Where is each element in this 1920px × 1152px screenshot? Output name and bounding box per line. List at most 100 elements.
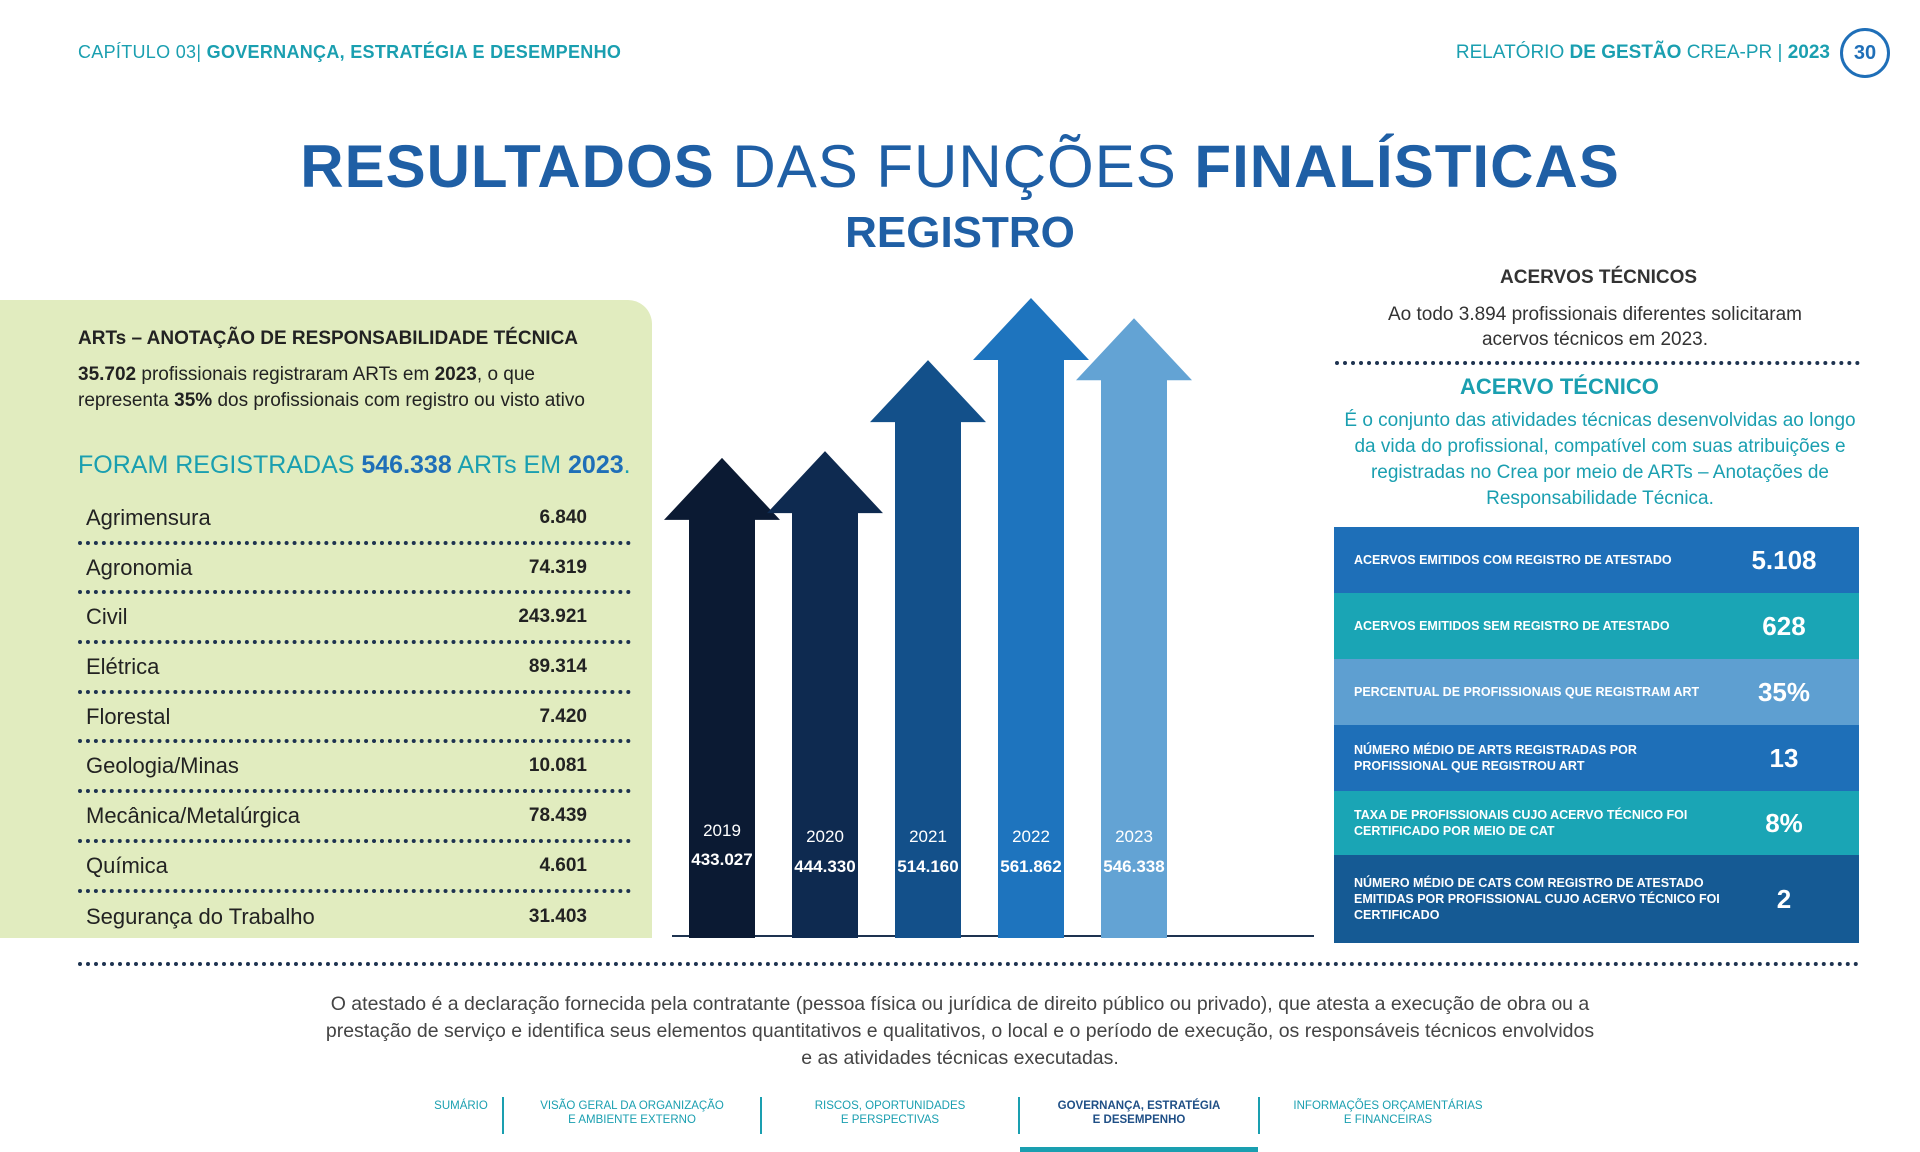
arts-desc-num: 35.702 [78,364,137,385]
page-subtitle: REGISTRO [845,208,1075,257]
value-label: 546.338 [1103,857,1164,876]
nav-sumario[interactable]: SUMÁRIO [420,1097,502,1152]
arts-per-year-arrow-chart: 2019 433.027 2020 444.330 2021 514.160 2022 561… [664,298,1314,938]
arts-description: 35.702 profissionais registraram ARTs em… [78,362,618,414]
list-item: Civil 243.921 [78,594,631,645]
stat-value: 628 [1762,610,1806,641]
arts-total: FORAM REGISTRADAS 546.338 ARTs EM 2023. [78,451,631,480]
nav-riscos[interactable]: RISCOS, OPORTUNIDADES E PERSPECTIVAS [762,1097,1018,1152]
arrow-bar [664,457,780,938]
stat-label: NÚMERO MÉDIO DE CATS COM REGISTRO DE ATE… [1354,876,1720,922]
list-item: Agrimensura 6.840 [78,495,631,545]
list-item: Mecânica/Metalúrgica 78.439 [78,793,631,843]
area-value: 6.840 [539,506,587,528]
year-label: 2021 [909,827,947,846]
value-label: 444.330 [794,857,855,876]
page-number: 30 [1840,28,1890,78]
stat-row: ACERVOS EMITIDOS COM REGISTRO DE ATESTAD… [1334,527,1859,593]
arts-desc-pct: 35% [174,390,213,411]
area-value: 78.439 [528,804,587,826]
stat-row: NÚMERO MÉDIO DE CATS COM REGISTRO DE ATE… [1334,855,1859,943]
area-value: 31.403 [528,906,587,928]
arts-desc-year: 2023 [434,364,477,385]
nav-visao-line-1: VISÃO GERAL DA ORGANIZAÇÃO [540,1100,724,1112]
area-label: Civil [86,604,128,630]
stat-value: 13 [1769,742,1799,773]
area-value: 4.601 [539,854,587,876]
list-item: Elétrica 89.314 [78,644,631,694]
title-bold-2: FINALÍSTICAS [1194,133,1620,200]
stat-value: 2 [1776,883,1792,914]
area-value: 89.314 [528,655,587,677]
year-arrow-2023: 2023 546.338 [1076,318,1192,938]
arrow-bar [767,451,883,938]
arrow-bar [973,298,1089,938]
page-title: RESULTADOS DAS FUNÇÕES FINALÍSTICAS [0,132,1920,201]
nav-governanca[interactable]: GOVERNANÇA, ESTRATÉGIA E DESEMPENHO [1020,1097,1258,1152]
area-label: Agronomia [86,554,193,580]
stat-label: NÚMERO MÉDIO DE ARTS REGISTRADAS POR PRO… [1354,743,1637,773]
year-label: 2023 [1115,827,1153,846]
report-post: CREA-PR | [1686,42,1783,63]
arts-total-year: 2023 [568,451,624,479]
area-label: Agrimensura [86,504,211,530]
nav-info-line-2: E FINANCEIRAS [1343,1114,1433,1126]
nav-visao-geral[interactable]: VISÃO GERAL DA ORGANIZAÇÃO E AMBIENTE EXT… [504,1097,760,1152]
year-arrow-2022: 2022 561.862 [973,298,1089,938]
value-label: 561.862 [1000,857,1061,876]
area-value: 7.420 [539,705,587,727]
section-nav: SUMÁRIO VISÃO GERAL DA ORGANIZAÇÃO E AMBI… [420,1097,1516,1152]
list-item: Química 4.601 [78,843,631,893]
area-value: 243.921 [518,606,587,628]
stat-value: 5.108 [1751,544,1817,575]
arrow-bar [1076,318,1192,938]
stat-label: ACERVOS EMITIDOS COM REGISTRO DE ATESTAD… [1354,553,1672,567]
stat-label: ACERVOS EMITIDOS SEM REGISTRO DE ATESTAD… [1354,619,1670,633]
stat-row: PERCENTUAL DE PROFISSIONAIS QUE REGISTRA… [1334,659,1859,725]
area-label: Química [86,852,168,878]
year-arrow-2021: 2021 514.160 [870,360,986,938]
area-label: Geologia/Minas [86,753,239,779]
list-item: Florestal 7.420 [78,694,631,744]
nav-riscos-line-1: RISCOS, OPORTUNIDADES [814,1100,966,1112]
year-label: 2019 [703,821,741,840]
stat-value: 35% [1757,676,1811,707]
list-item: Segurança do Trabalho 31.403 [78,893,631,943]
report-header: RELATÓRIO DE GESTÃO CREA-PR | 2023 [1456,42,1830,64]
acervos-description: Ao todo 3.894 profissionais diferentes s… [1387,304,1802,350]
nav-informacoes[interactable]: INFORMAÇÕES ORÇAMENTÁRIAS E FINANCEIRAS [1260,1097,1516,1152]
acervo-tecnico-title: ACERVO TÉCNICO [1460,374,1659,399]
stat-row: NÚMERO MÉDIO DE ARTS REGISTRADAS POR PRO… [1334,725,1859,791]
title-light: DAS FUNÇÕES [732,133,1177,200]
list-item: Geologia/Minas 10.081 [78,743,631,794]
arts-panel [0,300,652,938]
chapter-number: CAPÍTULO 03| [78,42,202,62]
nav-gov-line-1: GOVERNANÇA, ESTRATÉGIA [1057,1100,1221,1112]
area-label: Elétrica [86,653,160,679]
acervos-title: ACERVOS TÉCNICOS [1500,267,1698,288]
year-arrow-2020: 2020 444.330 [767,451,883,938]
nav-separator [1258,1097,1260,1134]
area-value: 74.319 [528,556,587,578]
arts-by-area-list: Agrimensura 6.840 Agronomia 74.319 Civil 24… [78,495,631,942]
year-label: 2022 [1012,827,1050,846]
nav-info-line-1: INFORMAÇÕES ORÇAMENTÁRIAS [1293,1100,1483,1112]
nav-sumario-label: SUMÁRIO [434,1100,488,1112]
stat-row: TAXA DE PROFISSIONAIS CUJO ACERVO TÉCNIC… [1334,791,1859,855]
report-year: 2023 [1787,42,1830,63]
arts-total-pre: FORAM REGISTRADAS [78,451,355,479]
arts-desc-1: profissionais registraram ARTs em [141,364,430,385]
nav-visao-line-2: E AMBIENTE EXTERNO [568,1114,696,1126]
arrow-bar [870,360,986,938]
acervo-stats-table: ACERVOS EMITIDOS COM REGISTRO DE ATESTAD… [1334,527,1859,943]
stat-row: ACERVOS EMITIDOS SEM REGISTRO DE ATESTAD… [1334,593,1859,659]
chapter-header: CAPÍTULO 03| GOVERNANÇA, ESTRATÉGIA E DE… [78,42,621,63]
nav-separator [760,1097,762,1134]
arts-total-num: 546.338 [361,451,452,479]
chapter-title: GOVERNANÇA, ESTRATÉGIA E DESEMPENHO [206,42,622,62]
arts-desc-3: dos profissionais com registro ou visto … [217,390,585,411]
year-arrow-2019: 2019 433.027 [664,457,780,938]
dotted-divider [78,962,1860,966]
value-label: 514.160 [897,857,958,876]
report-bold: DE GESTÃO [1569,42,1682,63]
